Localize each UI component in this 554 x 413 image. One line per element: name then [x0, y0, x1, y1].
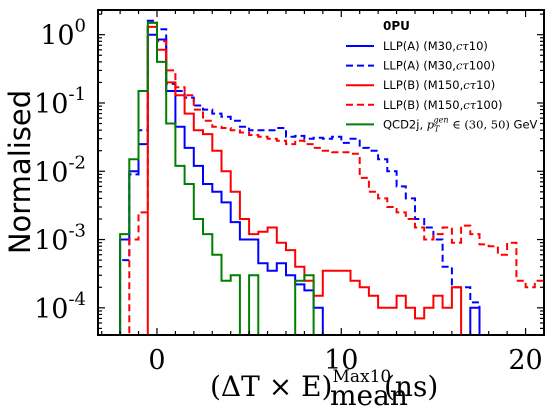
series-line-2	[120, 25, 489, 335]
y-axis-label: Normalised	[3, 90, 37, 254]
x-tick-label: 10	[324, 345, 358, 376]
legend-label-4: QCD2j, pTgen ∈ (30, 50) GeV	[383, 115, 538, 133]
series-line-4	[119, 21, 323, 335]
legend-label-1: LLP(A) (M30,cτ100)	[383, 59, 495, 73]
y-tick-label: 10-2	[34, 152, 86, 188]
series-line-1	[119, 19, 489, 335]
legend-label-0: LLP(A) (M30,cτ10)	[383, 39, 488, 53]
legend-title: 0PU	[383, 19, 410, 33]
series-line-3	[120, 21, 544, 335]
x-tick-label: 0	[148, 345, 165, 376]
x-axis-unit: (ns)	[384, 370, 438, 403]
series-layer	[119, 19, 544, 335]
legend-label-2: LLP(B) (M150,cτ10)	[383, 78, 495, 92]
legend-label-3: LLP(B) (M150,cτ100)	[383, 98, 503, 112]
ticks-layer	[98, 10, 545, 336]
plot-frame	[97, 9, 545, 336]
x-tick-label: 20	[508, 345, 542, 376]
legend: 0PU LLP(A) (M30,cτ10) LLP(A) (M30,cτ100) LL…	[346, 19, 538, 133]
x-axis-label: (ΔT × E)Max10	[210, 367, 391, 403]
x-axis-subscript: mean	[330, 379, 408, 412]
